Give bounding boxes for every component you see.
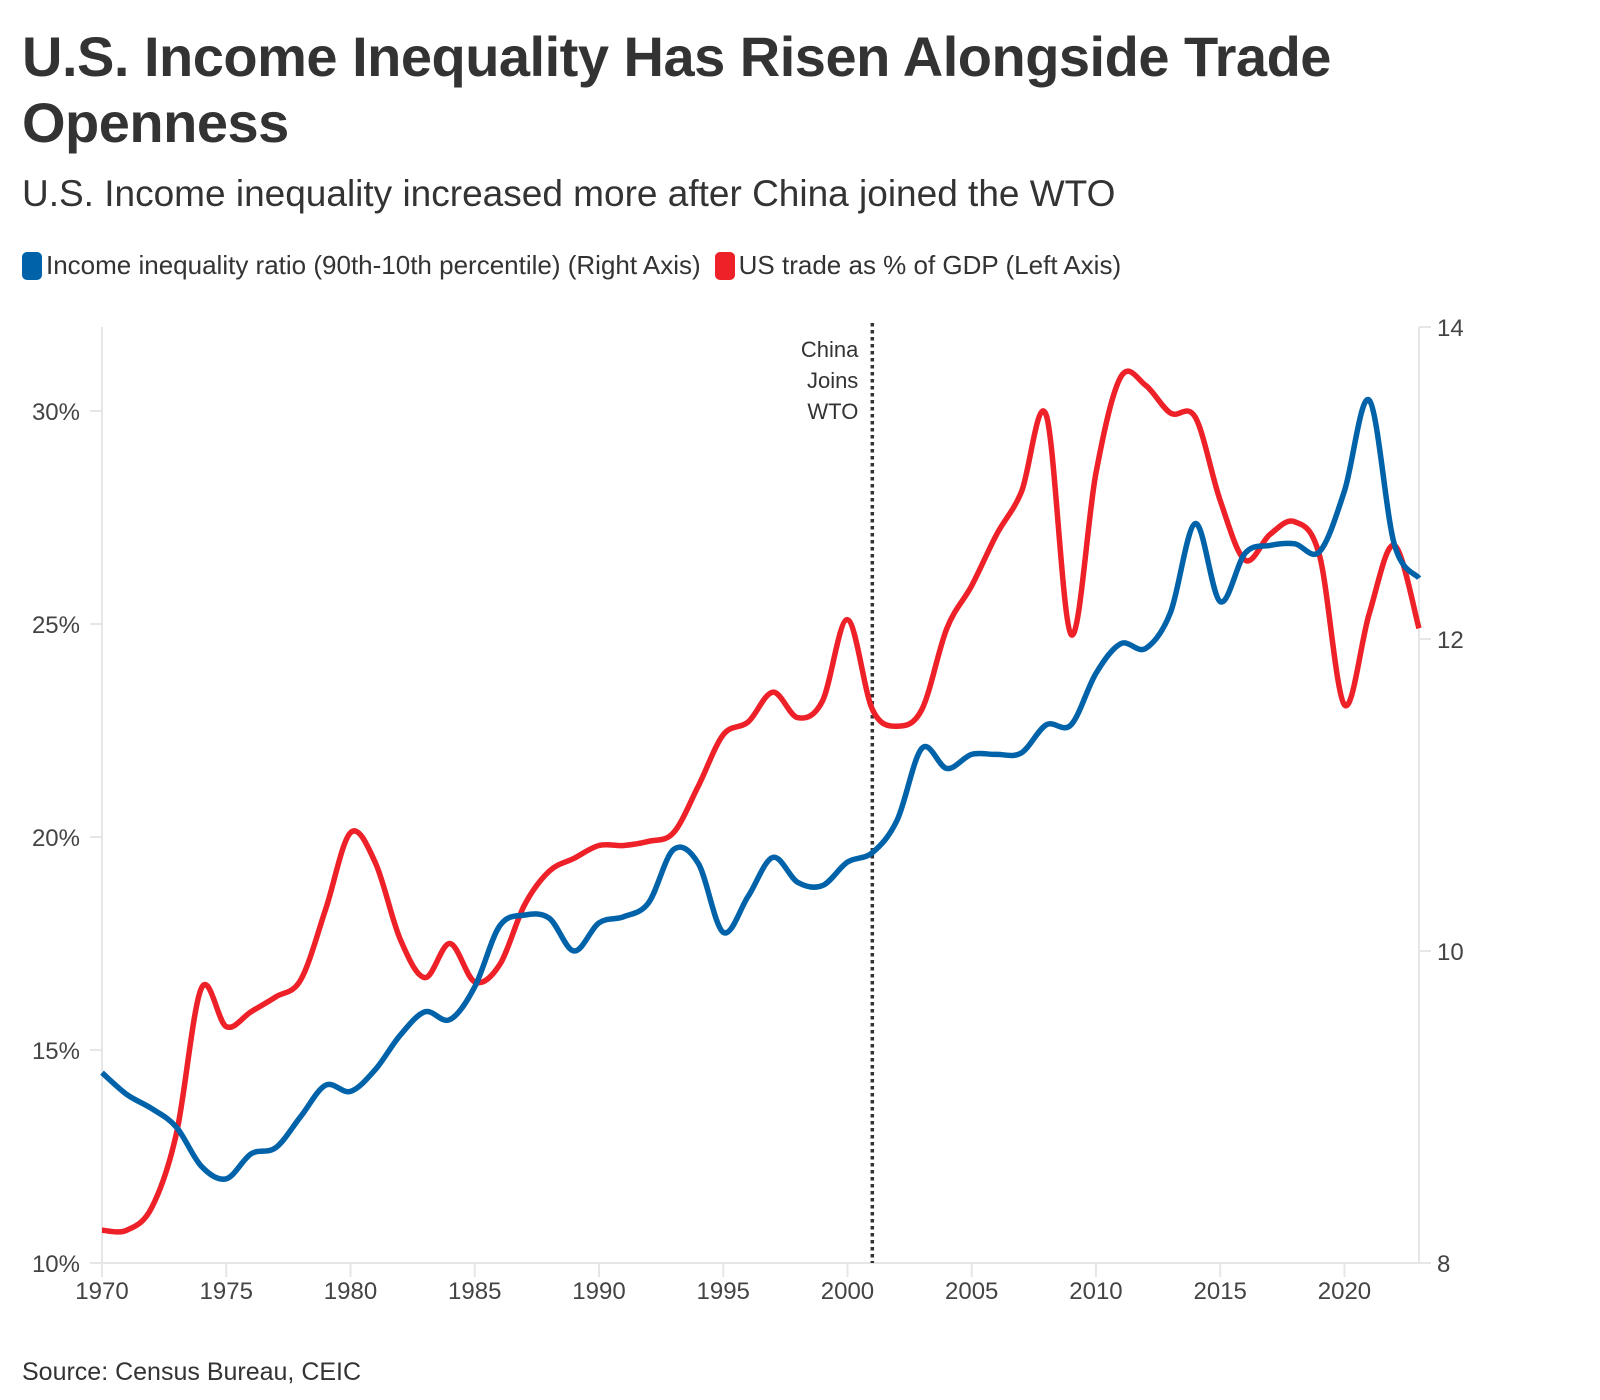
- legend-swatch-trade: [714, 251, 735, 280]
- x-tick-label: 1975: [200, 1278, 253, 1305]
- income-inequality-line: [100, 397, 1422, 1182]
- source-note: Source: Census Bureau, CEIC: [22, 1358, 362, 1386]
- y-left-tick-label: 10%: [32, 1251, 80, 1278]
- x-tick-label: 2020: [1318, 1278, 1371, 1305]
- x-tick-label: 2015: [1194, 1278, 1247, 1305]
- wto-annotation-label: WTO: [807, 399, 858, 424]
- y-right-tick-label: 8: [1437, 1251, 1450, 1278]
- wto-annotation-label: Joins: [807, 368, 858, 393]
- legend-label-trade: US trade as % of GDP (Left Axis): [738, 250, 1122, 280]
- trade-pct-gdp-line: [101, 368, 1422, 1235]
- y-right-tick-label: 14: [1437, 315, 1464, 342]
- y-left-tick-label: 15%: [32, 1038, 80, 1065]
- y-left-tick-label: 25%: [32, 612, 80, 639]
- x-tick-label: 1985: [448, 1278, 501, 1305]
- legend-item-trade: US trade as % of GDP (Left Axis): [714, 250, 1122, 281]
- chart-subtitle: U.S. Income inequality increased more af…: [22, 173, 1116, 214]
- x-tick-label: 1995: [697, 1278, 750, 1305]
- legend-label-inequality: Income inequality ratio (90th-10th perce…: [46, 250, 701, 280]
- x-tick-label: 2000: [821, 1278, 874, 1305]
- x-tick-label: 2010: [1069, 1278, 1122, 1305]
- wto-annotation-label: China: [801, 337, 859, 362]
- x-tick-label: 1980: [324, 1278, 377, 1305]
- legend: Income inequality ratio (90th-10th perce…: [22, 250, 1135, 281]
- y-left-tick-label: 20%: [32, 825, 80, 852]
- legend-swatch-inequality: [22, 251, 42, 280]
- y-right-tick-label: 12: [1437, 627, 1464, 654]
- x-tick-label: 2005: [945, 1278, 998, 1305]
- chart-title: U.S. Income Inequality Has Risen Alongsi…: [22, 25, 1331, 154]
- legend-item-inequality: Income inequality ratio (90th-10th perce…: [22, 250, 701, 281]
- y-left-tick-label: 30%: [32, 399, 80, 426]
- y-right-tick-label: 10: [1437, 939, 1464, 966]
- x-tick-label: 1970: [75, 1278, 128, 1305]
- x-tick-label: 1990: [572, 1278, 625, 1305]
